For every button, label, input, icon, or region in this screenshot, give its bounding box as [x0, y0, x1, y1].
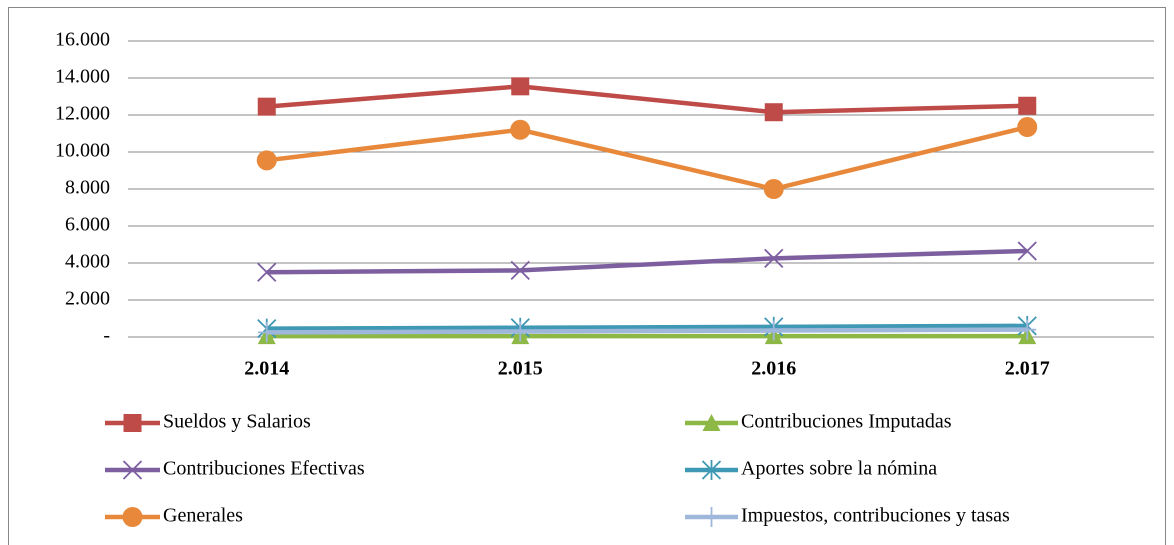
marker [257, 97, 276, 116]
legend-marker [122, 460, 143, 480]
legend-label: Sueldos y Salarios [163, 411, 311, 433]
legend-label: Impuestos, contribuciones y tasas [741, 505, 1010, 527]
marker [1018, 96, 1037, 115]
marker [511, 77, 530, 96]
x-tick-label: 2.014 [244, 358, 289, 380]
marker [764, 103, 783, 122]
legend-marker [702, 414, 721, 431]
legend-marker [702, 507, 721, 527]
marker [1018, 319, 1037, 340]
series-line [266, 323, 1028, 331]
marker [510, 119, 531, 140]
marker [257, 322, 276, 343]
series-line [266, 248, 1028, 275]
legend-marker [123, 414, 142, 432]
y-tick-label: 14.000 [55, 66, 110, 88]
x-tick-label: 2.015 [498, 358, 543, 380]
marker [511, 321, 530, 342]
y-tick-label: 8.000 [65, 177, 110, 199]
y-tick-label: 6.000 [65, 214, 110, 236]
marker [763, 179, 784, 199]
marker [256, 150, 277, 171]
series-line [266, 84, 1028, 115]
legend-marker [701, 460, 722, 480]
chart-border [8, 7, 1166, 545]
marker [1017, 117, 1038, 138]
marker [764, 248, 784, 269]
marker [764, 320, 783, 341]
y-tick-label: 10.000 [55, 140, 110, 162]
legend-label: Contribuciones Efectivas [163, 458, 365, 480]
x-tick-label: 2.017 [1005, 358, 1050, 380]
series-line [266, 124, 1028, 192]
marker [257, 262, 277, 282]
x-tick-label: 2.016 [751, 358, 796, 380]
legend-label: Generales [163, 505, 243, 527]
legend-marker [122, 507, 143, 527]
legend-label: Aportes sobre la nómina [741, 458, 937, 480]
y-tick-label: 2.000 [65, 288, 110, 310]
marker [1017, 241, 1037, 261]
y-tick-label: 12.000 [55, 103, 110, 125]
y-tick-label: 16.000 [55, 29, 110, 51]
y-tick-label: - [103, 325, 110, 347]
y-tick-label: 4.000 [65, 251, 110, 273]
marker [510, 260, 530, 281]
series-line [266, 327, 1028, 335]
legend-label: Contribuciones Imputadas [741, 411, 952, 433]
